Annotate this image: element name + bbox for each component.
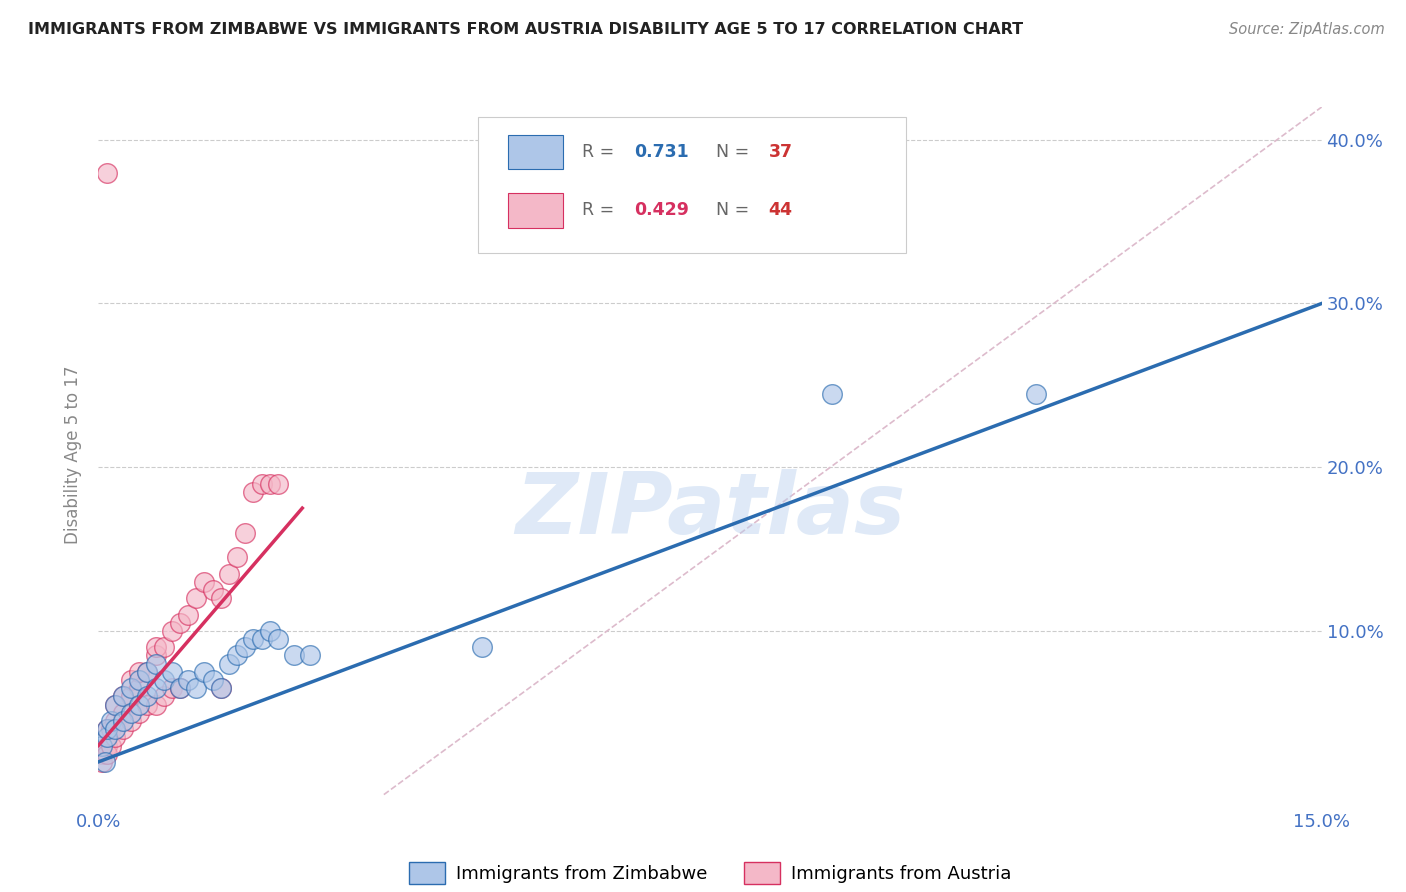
Text: R =: R = bbox=[582, 202, 619, 219]
Point bbox=[111, 690, 134, 704]
Point bbox=[1025, 386, 1047, 401]
Point bbox=[111, 714, 134, 728]
Point bbox=[120, 706, 142, 720]
Point bbox=[91, 747, 114, 761]
FancyBboxPatch shape bbox=[508, 193, 564, 227]
Point bbox=[160, 681, 183, 696]
Point bbox=[120, 690, 142, 704]
Point bbox=[259, 476, 281, 491]
Text: 0.429: 0.429 bbox=[634, 202, 689, 219]
Point bbox=[169, 681, 191, 696]
Point bbox=[136, 665, 159, 679]
Point bbox=[96, 722, 118, 736]
Point bbox=[233, 525, 256, 540]
Point bbox=[233, 640, 256, 655]
Point bbox=[299, 648, 322, 663]
Point bbox=[91, 755, 114, 769]
Point bbox=[96, 731, 118, 745]
Point bbox=[226, 550, 249, 565]
Point bbox=[96, 739, 118, 753]
Point bbox=[209, 681, 232, 696]
Legend: Immigrants from Zimbabwe, Immigrants from Austria: Immigrants from Zimbabwe, Immigrants fro… bbox=[402, 855, 1018, 891]
Point bbox=[111, 706, 134, 720]
Point bbox=[120, 681, 142, 696]
Point bbox=[96, 747, 118, 761]
Point bbox=[111, 722, 134, 736]
Point bbox=[250, 632, 273, 646]
Text: 37: 37 bbox=[769, 143, 793, 161]
Point bbox=[471, 640, 494, 655]
Point bbox=[267, 476, 290, 491]
Point bbox=[193, 574, 215, 589]
Point bbox=[267, 632, 290, 646]
Point bbox=[283, 648, 305, 663]
Text: R =: R = bbox=[582, 143, 619, 161]
Point bbox=[177, 673, 200, 687]
Point bbox=[128, 681, 150, 696]
Text: N =: N = bbox=[716, 202, 755, 219]
Point bbox=[128, 698, 150, 712]
Point bbox=[104, 698, 127, 712]
Point bbox=[193, 665, 215, 679]
Point bbox=[218, 566, 240, 581]
Point bbox=[100, 714, 122, 728]
Point bbox=[100, 722, 122, 736]
Point bbox=[128, 673, 150, 687]
Point bbox=[128, 665, 150, 679]
Point bbox=[169, 681, 191, 696]
Text: Source: ZipAtlas.com: Source: ZipAtlas.com bbox=[1229, 22, 1385, 37]
Point bbox=[250, 476, 273, 491]
Text: 44: 44 bbox=[769, 202, 793, 219]
Text: 0.731: 0.731 bbox=[634, 143, 689, 161]
Point bbox=[96, 165, 118, 179]
Point bbox=[177, 607, 200, 622]
Point bbox=[145, 681, 167, 696]
Point bbox=[152, 673, 174, 687]
Point bbox=[145, 657, 167, 671]
Point bbox=[128, 706, 150, 720]
Point bbox=[136, 690, 159, 704]
Point bbox=[94, 755, 117, 769]
Point bbox=[136, 698, 159, 712]
Point bbox=[201, 582, 224, 597]
Point bbox=[104, 722, 127, 736]
Point bbox=[209, 591, 232, 606]
Point bbox=[152, 690, 174, 704]
Point bbox=[259, 624, 281, 638]
Point bbox=[145, 698, 167, 712]
Point bbox=[160, 665, 183, 679]
Point bbox=[104, 698, 127, 712]
Point bbox=[242, 484, 264, 499]
Point bbox=[120, 714, 142, 728]
FancyBboxPatch shape bbox=[508, 135, 564, 169]
Point bbox=[120, 673, 142, 687]
Text: IMMIGRANTS FROM ZIMBABWE VS IMMIGRANTS FROM AUSTRIA DISABILITY AGE 5 TO 17 CORRE: IMMIGRANTS FROM ZIMBABWE VS IMMIGRANTS F… bbox=[28, 22, 1024, 37]
Point bbox=[152, 640, 174, 655]
Text: N =: N = bbox=[716, 143, 755, 161]
Point bbox=[226, 648, 249, 663]
FancyBboxPatch shape bbox=[478, 118, 905, 253]
Point bbox=[96, 722, 118, 736]
Point bbox=[111, 690, 134, 704]
Point bbox=[136, 665, 159, 679]
Point bbox=[104, 714, 127, 728]
Point bbox=[169, 615, 191, 630]
Text: ZIPatlas: ZIPatlas bbox=[515, 469, 905, 552]
Point bbox=[145, 640, 167, 655]
Point bbox=[100, 739, 122, 753]
Point bbox=[145, 648, 167, 663]
Point bbox=[91, 739, 114, 753]
Point bbox=[821, 386, 844, 401]
Point bbox=[104, 731, 127, 745]
Point bbox=[160, 624, 183, 638]
Point bbox=[186, 681, 208, 696]
Y-axis label: Disability Age 5 to 17: Disability Age 5 to 17 bbox=[63, 366, 82, 544]
Point bbox=[201, 673, 224, 687]
Point bbox=[218, 657, 240, 671]
Point bbox=[186, 591, 208, 606]
Point bbox=[209, 681, 232, 696]
Point bbox=[242, 632, 264, 646]
